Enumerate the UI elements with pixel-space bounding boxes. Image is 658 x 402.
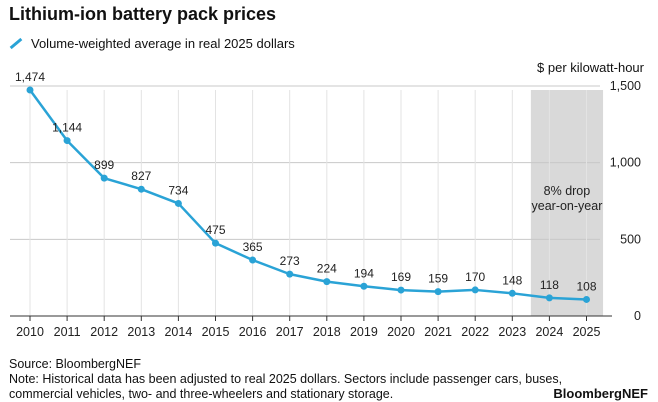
data-point: [508, 289, 516, 297]
data-label: 170: [465, 270, 485, 284]
highlight-band-group: [530, 90, 604, 316]
annotation-text: 8% drop: [544, 184, 591, 198]
data-label: 475: [205, 223, 225, 237]
data-label: 224: [317, 262, 337, 276]
series-line: [28, 89, 587, 301]
y-tick-label: 500: [620, 232, 641, 246]
data-point: [583, 295, 590, 303]
data-label: 827: [131, 169, 151, 183]
x-tick-label: 2017: [276, 325, 304, 339]
y-axis-unit-label: $ per kilowatt-hour: [537, 60, 644, 75]
grid-group: [10, 85, 612, 317]
brand-logo-text: BloombergNEF: [553, 386, 648, 401]
data-label: 1,144: [52, 121, 82, 135]
data-point: [100, 174, 108, 182]
series-line-group: [28, 89, 587, 301]
data-point: [63, 137, 71, 145]
x-tick-label: 2014: [164, 325, 192, 339]
data-label: 273: [280, 254, 300, 268]
data-label: 1,474: [15, 70, 45, 84]
data-label: 118: [540, 278, 559, 292]
chart-title: Lithium-ion battery pack prices: [9, 4, 277, 24]
data-label: 148: [502, 273, 522, 287]
x-tick-label: 2025: [573, 325, 601, 339]
legend-label: Volume-weighted average in real 2025 dol…: [31, 36, 295, 51]
data-point: [249, 256, 257, 264]
data-point-group: [26, 86, 590, 303]
note-text: Note: Historical data has been adjusted …: [9, 372, 563, 401]
x-tick-label: 2016: [239, 325, 267, 339]
x-tick-label: 2010: [16, 325, 44, 339]
x-tick-label: 2024: [535, 325, 563, 339]
x-tick-label: 2021: [424, 325, 452, 339]
source-text: Source: BloombergNEF: [9, 357, 142, 371]
x-tick-label: 2015: [202, 325, 230, 339]
y-tick-label: 1,500: [610, 79, 641, 93]
x-tick-label: 2020: [387, 325, 415, 339]
data-point: [545, 294, 553, 302]
data-label-group: 1,474 1,144 899 827 734 475 365 273 224 194 169 159…: [15, 70, 597, 293]
y-tick-group: 0 500 1,000 1,500: [610, 79, 641, 323]
y-tick-label: 1,000: [610, 156, 641, 170]
x-tick-group: 2010 2011 2012 2013 2014 2015 2016 2017 2018 2019…: [16, 316, 600, 339]
data-point: [471, 286, 479, 294]
x-tick-label: 2022: [461, 325, 489, 339]
data-label: 194: [354, 266, 374, 280]
data-label: 159: [428, 272, 448, 286]
x-tick-label: 2011: [54, 325, 81, 339]
data-label: 365: [243, 240, 263, 254]
data-point: [323, 278, 331, 286]
x-tick-label: 2019: [350, 325, 378, 339]
data-point: [212, 239, 219, 247]
data-label: 108: [576, 279, 596, 293]
data-point: [434, 288, 442, 296]
footer-notes: Source: BloombergNEF Note: Historical da…: [9, 357, 569, 402]
legend: Volume-weighted average in real 2025 dol…: [9, 36, 295, 51]
annotation-text: year-on-year: [532, 199, 603, 213]
data-point: [360, 282, 368, 290]
data-point: [397, 286, 405, 294]
data-point: [174, 199, 182, 207]
data-label: 899: [94, 158, 114, 172]
data-point: [26, 86, 34, 94]
highlight-band: [530, 90, 604, 316]
x-tick-label: 2023: [498, 325, 526, 339]
y-tick-label: 0: [634, 309, 641, 323]
x-tick-label: 2013: [127, 325, 155, 339]
x-tick-label: 2018: [313, 325, 341, 339]
x-tick-label: 2012: [90, 325, 118, 339]
data-point: [137, 185, 145, 193]
data-label: 734: [168, 183, 188, 197]
data-point: [286, 270, 294, 278]
data-label: 169: [391, 270, 411, 284]
